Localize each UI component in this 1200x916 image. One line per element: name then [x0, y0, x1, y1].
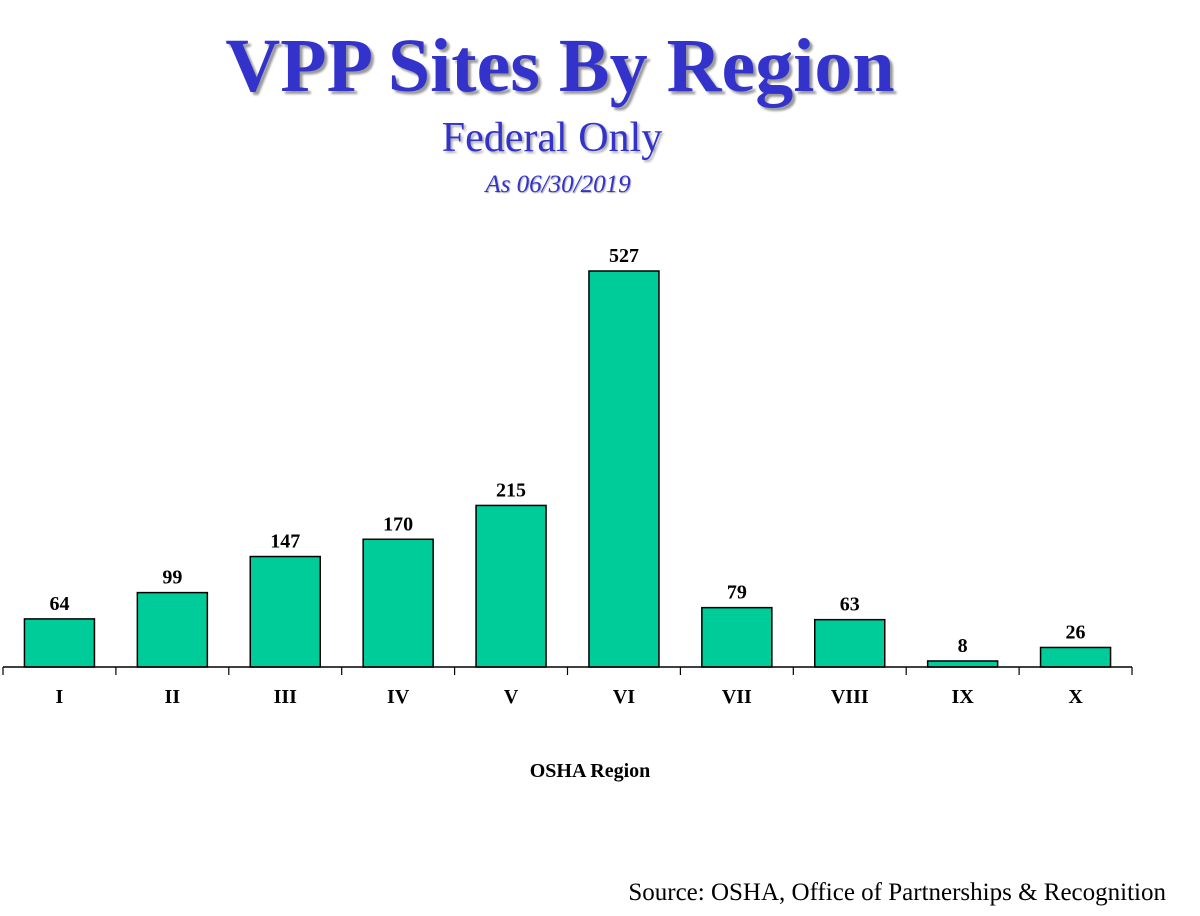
- x-axis: I II III IV V VI VII VIII IX X: [2, 666, 1133, 708]
- x-axis-title: OSHA Region: [530, 760, 651, 782]
- tick-label-X: X: [1068, 686, 1083, 708]
- bar-VII: [701, 606, 773, 668]
- data-label-VII: 79: [727, 582, 747, 604]
- data-label-I: 64: [49, 593, 69, 615]
- bar-VIII: [814, 618, 886, 668]
- data-label-X: 26: [1066, 621, 1086, 643]
- tick-label-III: III: [274, 686, 298, 708]
- value-labels-layer: 64 99 147 170 215 527 79 63 8 26: [49, 245, 1085, 657]
- data-label-VIII: 63: [840, 594, 860, 616]
- data-label-IV: 170: [383, 513, 413, 535]
- source-note: Source: OSHA, Office of Partnerships & R…: [628, 879, 1166, 906]
- tick-label-IX: IX: [952, 686, 975, 708]
- bar-I: [23, 618, 96, 668]
- bar-V: [475, 504, 547, 668]
- bar-VI: [588, 270, 660, 668]
- data-label-IX: 8: [958, 635, 968, 657]
- bar-III: [249, 555, 321, 668]
- tick-label-I: I: [56, 686, 64, 708]
- chart-date-note: As 06/30/2019: [485, 171, 631, 198]
- chart-subtitle: Federal Only: [441, 115, 663, 161]
- tick-label-II: II: [165, 686, 181, 708]
- data-label-II: 99: [162, 567, 182, 589]
- tick-label-IV: IV: [387, 686, 410, 708]
- data-label-V: 215: [496, 479, 526, 501]
- bar-IV: [362, 538, 434, 668]
- chart-title: VPP Sites By Region: [225, 24, 895, 108]
- data-label-III: 147: [270, 531, 300, 553]
- bar-IX: [926, 660, 999, 668]
- tick-label-VIII: VIII: [831, 686, 869, 708]
- bar-X: [1039, 646, 1112, 668]
- data-label-VI: 527: [609, 245, 639, 267]
- tick-label-V: V: [504, 686, 519, 708]
- bars-layer: [23, 270, 1112, 668]
- tick-label-VI: VI: [613, 686, 635, 708]
- tick-label-VII: VII: [722, 686, 752, 708]
- bar-II: [136, 591, 209, 668]
